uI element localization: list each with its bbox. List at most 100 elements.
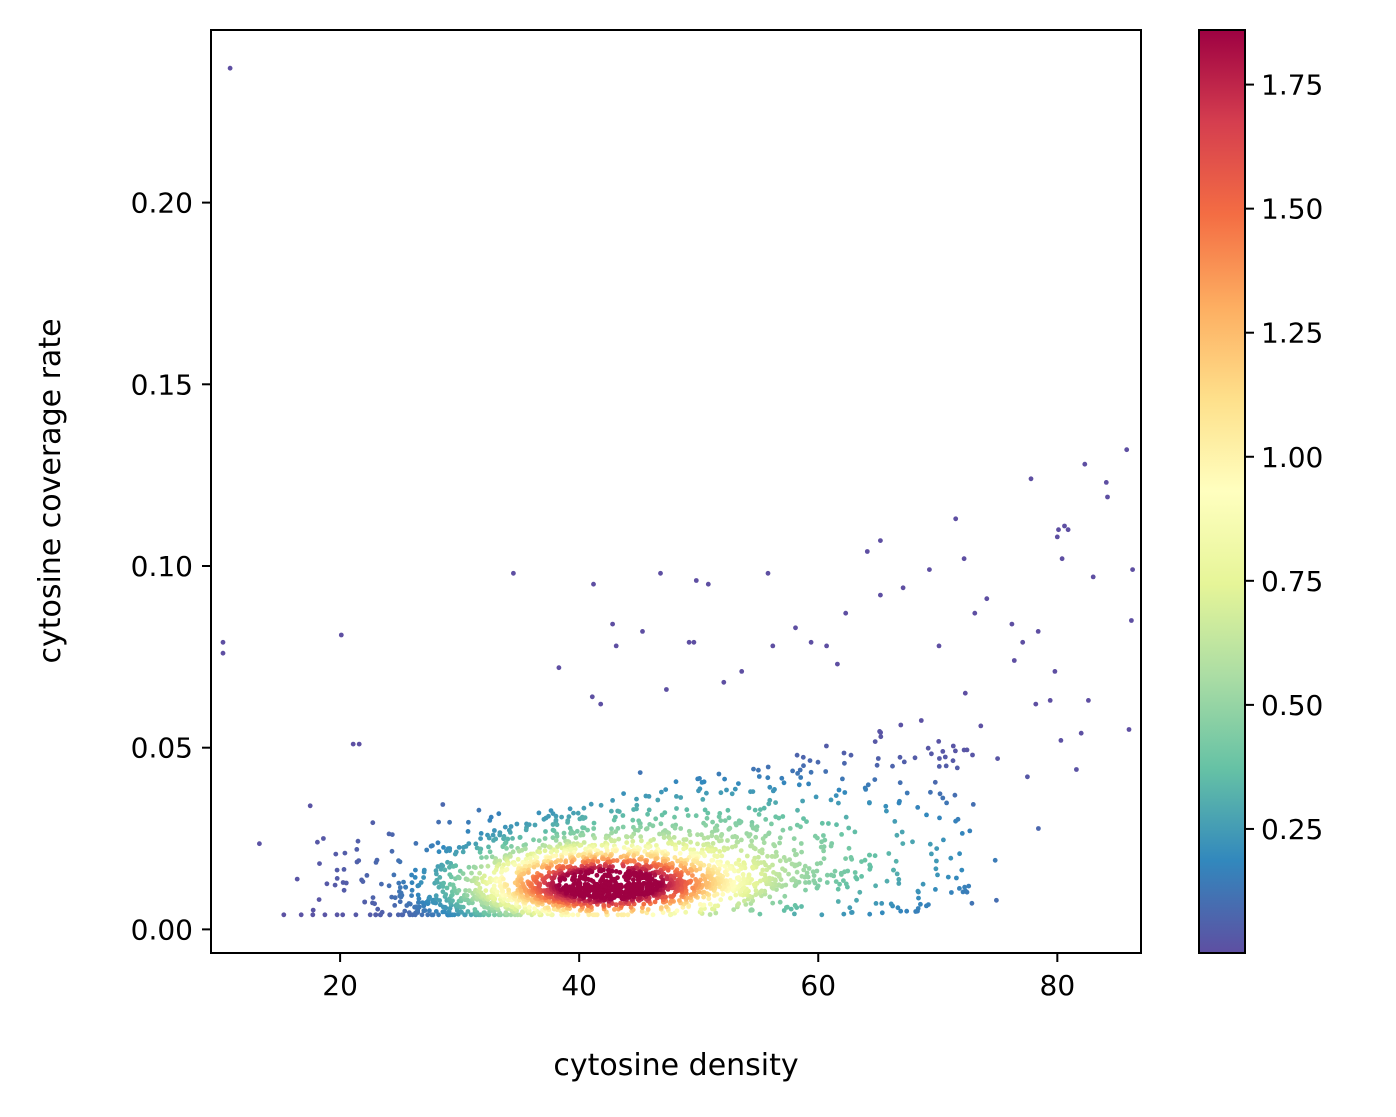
scatter-point	[563, 859, 569, 865]
scatter-point	[849, 910, 854, 915]
scatter-point	[772, 843, 778, 849]
scatter-point	[634, 796, 639, 802]
scatter-point	[434, 871, 439, 877]
scatter-point	[918, 718, 924, 723]
scatter-point	[821, 848, 826, 854]
scatter-point	[729, 791, 735, 797]
scatter-point	[843, 814, 849, 820]
scatter-point	[872, 777, 878, 782]
scatter-point	[966, 883, 972, 889]
scatter-point	[485, 901, 490, 907]
scatter-point	[995, 756, 1000, 761]
scatter-point	[674, 794, 679, 799]
scatter-point	[666, 840, 671, 846]
scatter-point	[734, 839, 740, 845]
scatter-point	[619, 912, 625, 918]
scatter-point	[736, 868, 741, 874]
scatter-point	[551, 828, 557, 834]
scatter-point	[503, 910, 509, 916]
scatter-point	[409, 872, 414, 878]
scatter-point	[847, 905, 853, 911]
scatter-point	[466, 819, 471, 825]
colorbar-tick-label: 0.50	[1261, 689, 1323, 722]
scatter-point	[568, 847, 574, 853]
scatter-point	[744, 853, 750, 859]
scatter-point	[920, 881, 926, 887]
scatter-point	[542, 843, 548, 849]
scatter-point	[505, 861, 511, 867]
scatter-point	[563, 851, 569, 856]
scatter-point	[565, 864, 571, 870]
scatter-point	[891, 867, 896, 873]
scatter-point	[666, 883, 671, 889]
scatter-point	[702, 807, 708, 813]
scatter-point	[611, 817, 617, 823]
scatter-point	[824, 872, 830, 878]
scatter-point	[927, 567, 932, 572]
scatter-point	[598, 878, 603, 884]
scatter-point	[654, 864, 659, 870]
scatter-point	[450, 898, 455, 904]
scatter-point	[487, 849, 493, 855]
scatter-point	[465, 829, 471, 834]
scatter-point	[542, 848, 548, 854]
scatter-point	[674, 908, 680, 914]
scatter-point	[676, 840, 682, 845]
scatter-point	[678, 795, 684, 800]
scatter-point	[716, 814, 722, 820]
scatter-point	[894, 871, 900, 877]
scatter-point	[806, 880, 812, 885]
scatter-point	[1052, 669, 1058, 674]
scatter-point	[867, 800, 872, 806]
scatter-point	[960, 889, 966, 895]
scatter-point	[707, 901, 713, 907]
scatter-point	[795, 771, 800, 776]
scatter-point	[839, 832, 844, 837]
scatter-point	[637, 856, 643, 862]
scatter-point	[507, 830, 513, 835]
scatter-point	[398, 890, 404, 896]
scatter-point	[731, 907, 737, 912]
scatter-point	[759, 871, 764, 877]
scatter-point	[640, 905, 645, 911]
scatter-point	[668, 873, 674, 879]
scatter-point	[752, 807, 758, 813]
scatter-point	[520, 909, 525, 915]
scatter-point	[386, 883, 392, 889]
scatter-point	[623, 884, 628, 889]
scatter-point	[638, 824, 643, 830]
scatter-point	[811, 878, 817, 883]
scatter-point	[853, 875, 859, 880]
scatter-point	[691, 864, 697, 870]
scatter-point	[580, 816, 586, 821]
scatter-point	[650, 912, 656, 918]
scatter-point	[803, 880, 808, 885]
scatter-point	[801, 763, 806, 769]
scatter-point	[793, 625, 798, 631]
plot-frame	[210, 29, 1142, 954]
scatter-point	[613, 902, 619, 907]
scatter-point	[824, 880, 830, 885]
scatter-point	[571, 830, 576, 836]
scatter-point	[527, 855, 533, 861]
scatter-point	[551, 875, 557, 881]
scatter-point	[724, 787, 729, 793]
scatter-point	[645, 907, 651, 912]
scatter-point	[1082, 461, 1088, 467]
scatter-point	[706, 863, 712, 868]
scatter-point	[436, 884, 442, 890]
scatter-point	[793, 852, 798, 858]
scatter-point	[350, 741, 356, 747]
scatter-point	[623, 877, 629, 883]
scatter-point	[416, 900, 421, 905]
scatter-point	[824, 743, 829, 749]
scatter-point	[759, 850, 765, 856]
scatter-point	[412, 875, 418, 880]
x-tick-label: 20	[322, 969, 358, 1002]
scatter-point	[1126, 727, 1132, 732]
scatter-point	[664, 876, 670, 882]
scatter-point	[334, 876, 340, 881]
scatter-point	[447, 848, 452, 853]
scatter-point	[591, 581, 596, 587]
scatter-point	[646, 807, 652, 813]
